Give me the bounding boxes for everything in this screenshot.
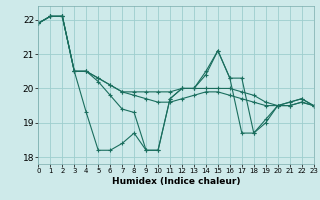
X-axis label: Humidex (Indice chaleur): Humidex (Indice chaleur) [112,177,240,186]
